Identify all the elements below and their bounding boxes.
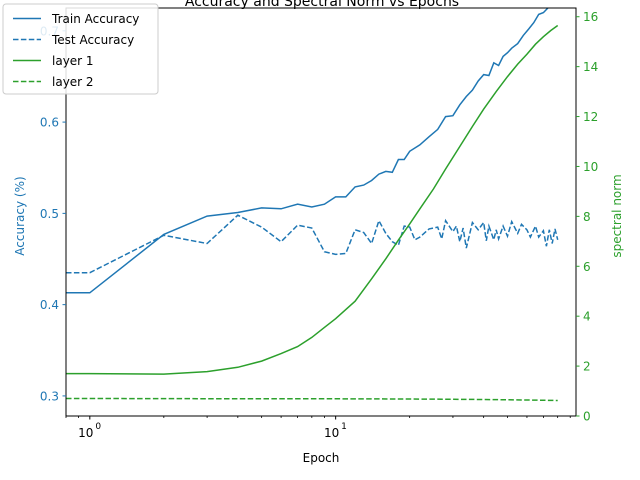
- series-line: [66, 8, 549, 294]
- y-axis-right: 0 2 4 6 8 10 12 14 16: [576, 10, 598, 424]
- y-right-tick-label: 2: [583, 360, 591, 374]
- x-tick-label: 10: [324, 426, 339, 440]
- series-line: [66, 24, 559, 375]
- y-right-tick-label: 12: [583, 110, 598, 124]
- plot-frame: [65, 7, 577, 417]
- y-axis-left-label: Accuracy (%): [13, 176, 27, 255]
- legend-box: [2, 3, 159, 95]
- y-right-tick-label: 16: [583, 10, 598, 24]
- legend-label: layer 2: [52, 75, 94, 89]
- x-axis-label: Epoch: [303, 451, 340, 465]
- y-right-tick-label: 4: [583, 310, 591, 324]
- y-right-tick-label: 10: [583, 160, 598, 174]
- x-tick-label: 10: [78, 426, 93, 440]
- y-left-tick-label: 0.6: [40, 116, 59, 130]
- x-axis: 10 0 10 1: [65, 416, 571, 440]
- y-right-tick-label: 0: [583, 410, 591, 424]
- y-axis-right-label: spectral norm: [610, 174, 624, 257]
- y-left-tick-label: 0.3: [40, 389, 59, 403]
- y-left-tick-label: 0.5: [40, 207, 59, 221]
- x-tick-label-exponent: 1: [341, 422, 347, 432]
- y-left-tick-label: 0.4: [40, 298, 59, 312]
- legend-label: Test Accuracy: [51, 33, 134, 47]
- y-right-tick-label: 14: [583, 60, 598, 74]
- y-right-tick-label: 6: [583, 260, 591, 274]
- legend-label: layer 1: [52, 54, 94, 68]
- legend: Train Accuracy Test Accuracy layer 1 layer …: [2, 3, 159, 95]
- y-right-tick-label: 8: [583, 210, 591, 224]
- series-line: [66, 214, 559, 274]
- x-tick-label-exponent: 0: [95, 422, 101, 432]
- series-line: [66, 397, 558, 402]
- chart-title: Accuracy and Spectral Norm vs Epochs: [185, 0, 459, 10]
- series-lines: [66, 8, 559, 402]
- legend-label: Train Accuracy: [51, 12, 139, 26]
